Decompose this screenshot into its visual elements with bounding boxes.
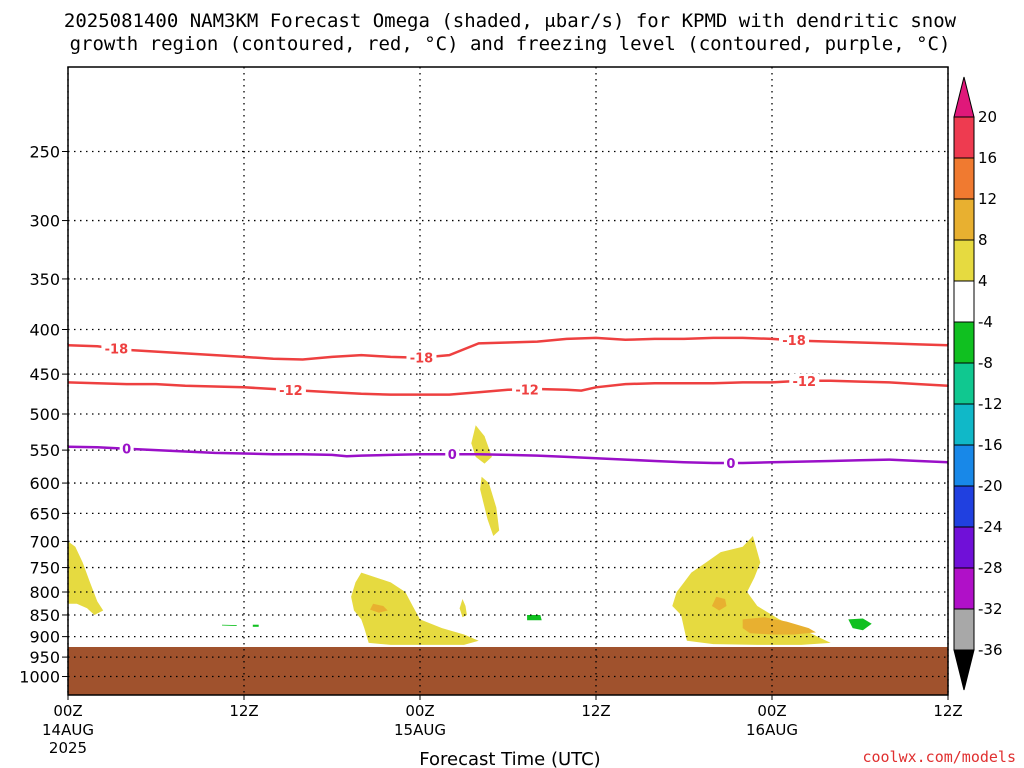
contour-label: -18 xyxy=(782,334,806,349)
contours: -18 -18 -18 -12 -12 -12 0 0 0 xyxy=(67,333,949,472)
contour-label: 0 xyxy=(448,448,457,463)
colorbar-segment xyxy=(953,526,975,569)
colorbar-segment xyxy=(953,239,975,282)
contour-label: -18 xyxy=(410,352,434,367)
contour-label-bg xyxy=(119,441,134,456)
contour-label-bg xyxy=(723,455,738,470)
omega-4-8-region xyxy=(68,541,104,615)
y-tick-label: 900 xyxy=(29,628,60,647)
contour-label-bg xyxy=(789,373,820,388)
terrain-mask xyxy=(68,646,948,695)
omega-minus-4-region xyxy=(848,618,872,631)
x-tick-label: 00Z xyxy=(405,702,434,720)
omega-minus-4-region xyxy=(222,624,237,626)
x-tick-label: 00Z xyxy=(757,702,786,720)
contour-label: -18 xyxy=(105,343,129,358)
plot-frame xyxy=(67,66,949,696)
colorbar-label: -4 xyxy=(978,313,993,331)
contour-label: -12 xyxy=(515,383,539,398)
colorbar-segment xyxy=(953,567,975,610)
contour-label-bg xyxy=(406,350,437,365)
colorbar-segment xyxy=(953,116,975,159)
y-tick-label: 1000 xyxy=(19,668,60,687)
omega-4-8-region xyxy=(480,476,500,536)
omega-minus-4-region xyxy=(527,615,542,621)
colorbar-label: -28 xyxy=(978,559,1003,577)
colorbar-label: 12 xyxy=(978,190,997,208)
contour-label-bg xyxy=(275,382,306,397)
colorbar-segment xyxy=(953,157,975,200)
colorbar-label: -12 xyxy=(978,395,1003,413)
colorbar-segment xyxy=(953,321,975,364)
x-tick-date: 16AUG xyxy=(746,721,798,739)
colorbar-label: -16 xyxy=(978,436,1003,454)
colorbar-label: -20 xyxy=(978,477,1003,495)
x-tick-label: 12Z xyxy=(933,702,962,720)
colorbar-label: -32 xyxy=(978,600,1003,618)
y-tick-label: 850 xyxy=(29,606,60,625)
y-tick-label: 550 xyxy=(29,441,60,460)
plot-area: -18 -18 -18 -12 -12 -12 0 0 0 xyxy=(67,66,949,696)
contour-label: -12 xyxy=(279,384,303,399)
x-tick-date: 15AUG xyxy=(394,721,446,739)
colorbar-segment xyxy=(953,280,975,323)
x-tick-label: 12Z xyxy=(581,702,610,720)
chart-title-line2: growth region (contoured, red, °C) and f… xyxy=(70,33,951,55)
contour-label-bg xyxy=(779,333,809,348)
colorbar-segment xyxy=(953,444,975,487)
omega-8-12-region xyxy=(742,617,816,635)
contour-label: 0 xyxy=(122,443,131,458)
x-tick-date: 14AUG xyxy=(42,721,94,739)
colorbar-label: -24 xyxy=(978,518,1003,536)
contour-label: -12 xyxy=(793,375,817,390)
colorbar-segment xyxy=(953,485,975,528)
omega-shading xyxy=(68,425,872,645)
omega-minus-4-region xyxy=(252,624,259,627)
contour-label: 0 xyxy=(726,457,735,472)
y-tick-label: 300 xyxy=(29,212,60,231)
y-tick-label: 500 xyxy=(29,405,60,424)
colorbar-segment xyxy=(953,362,975,405)
y-tick-label: 800 xyxy=(29,583,60,602)
contour-label-bg xyxy=(101,341,132,356)
contour-label-bg xyxy=(445,447,460,462)
colorbar-segment xyxy=(953,198,975,241)
colorbar-label: 4 xyxy=(978,272,988,290)
omega-8-12-region xyxy=(711,596,727,611)
omega-8-12-region xyxy=(370,603,388,613)
y-tick-label: 450 xyxy=(29,365,60,384)
credit-text: coolwx.com/models xyxy=(862,748,1016,766)
x-tick-label: 00Z xyxy=(53,702,82,720)
colorbar-label: -8 xyxy=(978,354,993,372)
y-tick-label: 600 xyxy=(29,474,60,493)
y-tick-label: 400 xyxy=(29,321,60,340)
colorbar-label: 16 xyxy=(978,149,997,167)
y-tick-label: 350 xyxy=(29,270,60,289)
x-tick-year: 2025 xyxy=(49,739,87,757)
chart-title-line1: 2025081400 NAM3KM Forecast Omega (shaded… xyxy=(64,10,957,32)
colorbar-label: 20 xyxy=(978,108,997,126)
y-tick-label: 750 xyxy=(29,559,60,578)
contour-line xyxy=(67,445,949,465)
y-tick-label: 700 xyxy=(29,532,60,551)
y-tick-label: 650 xyxy=(29,504,60,523)
colorbar-label: -36 xyxy=(978,641,1003,659)
x-axis-label: Forecast Time (UTC) xyxy=(419,749,600,768)
contour-label-bg xyxy=(512,382,543,397)
y-tick-label: 250 xyxy=(29,143,60,162)
colorbar: 20 16 12 8 4 -4 -8 -12 -16 -20 -24 -28 -32 -36 xyxy=(953,76,1003,691)
omega-4-8-region xyxy=(351,572,479,645)
colorbar-segment xyxy=(953,608,975,651)
y-tick-label: 950 xyxy=(29,648,60,667)
colorbar-segment xyxy=(953,403,975,446)
y-axis: 250 300 350 400 450 500 550 600 650 700 750 800 850 9… xyxy=(19,143,68,687)
x-tick-label: 12Z xyxy=(229,702,258,720)
colorbar-top-arrow xyxy=(953,76,975,118)
omega-4-8-region xyxy=(672,536,831,645)
colorbar-label: 8 xyxy=(978,231,988,249)
colorbar-bottom-arrow xyxy=(953,649,975,691)
omega-4-8-region xyxy=(459,599,467,618)
